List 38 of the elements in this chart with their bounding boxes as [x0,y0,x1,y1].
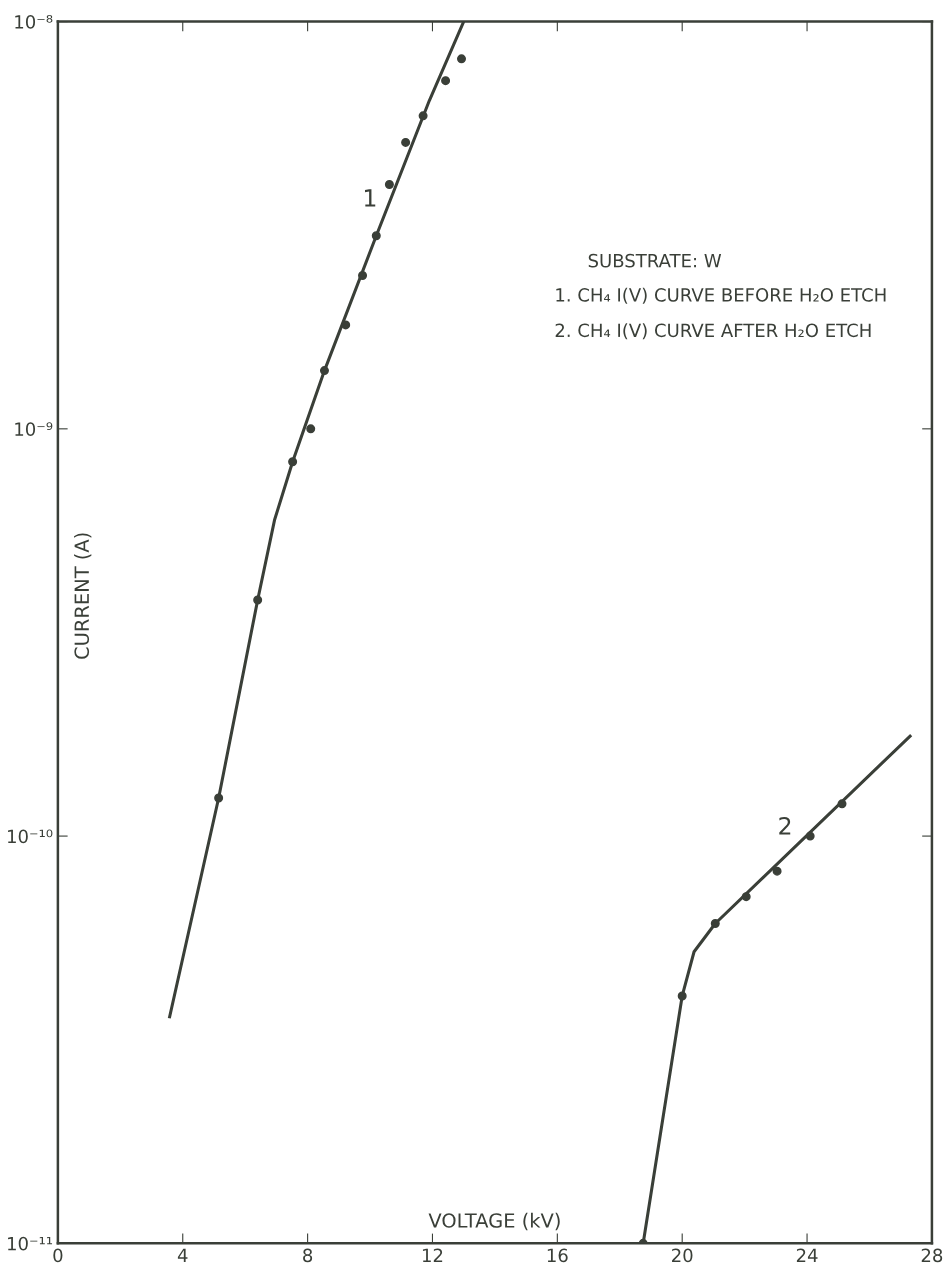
point [441,76,451,86]
point [418,111,428,121]
point [677,991,687,1001]
x-tick-label: 4 [177,1248,188,1262]
x-tick-label: 24 [796,1248,818,1262]
x-tick-label: 16 [547,1248,568,1263]
point [214,793,224,803]
point [772,866,782,876]
point [288,457,298,467]
point [358,270,368,280]
point [710,919,720,929]
annotation: 1. CH₄ I(V) CURVE BEFORE H₂O ETCH [556,287,886,304]
point [371,231,381,241]
point [384,180,394,190]
point [401,137,411,147]
y-tick-label: 10⁻¹⁰ [8,829,53,844]
annotation: 2. CH₄ I(V) CURVE AFTER H₂O ETCH [555,323,871,340]
x-axis-title: VOLTAGE (kV) [428,1212,560,1231]
x-tick-label: 28 [921,1248,943,1263]
x-tick-label: 8 [303,1248,313,1263]
point [253,595,263,605]
point [837,799,847,809]
y-tick-label: 10⁻⁹ [15,422,53,436]
point [741,892,751,902]
annotation: SUBSTRATE: W [588,253,722,268]
point [457,54,467,64]
y-tick-label: 10⁻¹¹ [8,1236,53,1251]
x-tick-label: 20 [672,1248,693,1263]
point [306,424,316,434]
point [341,320,351,330]
y-axis-title: CURRENT (A) [74,533,92,659]
annotation: 2 [779,816,791,835]
annotation: 1 [365,189,376,207]
x-tick-label: 0 [53,1248,63,1263]
y-tick-label: 10⁻⁸ [15,15,53,29]
point [805,831,815,841]
point [319,366,329,376]
x-tick-label: 12 [422,1248,443,1262]
